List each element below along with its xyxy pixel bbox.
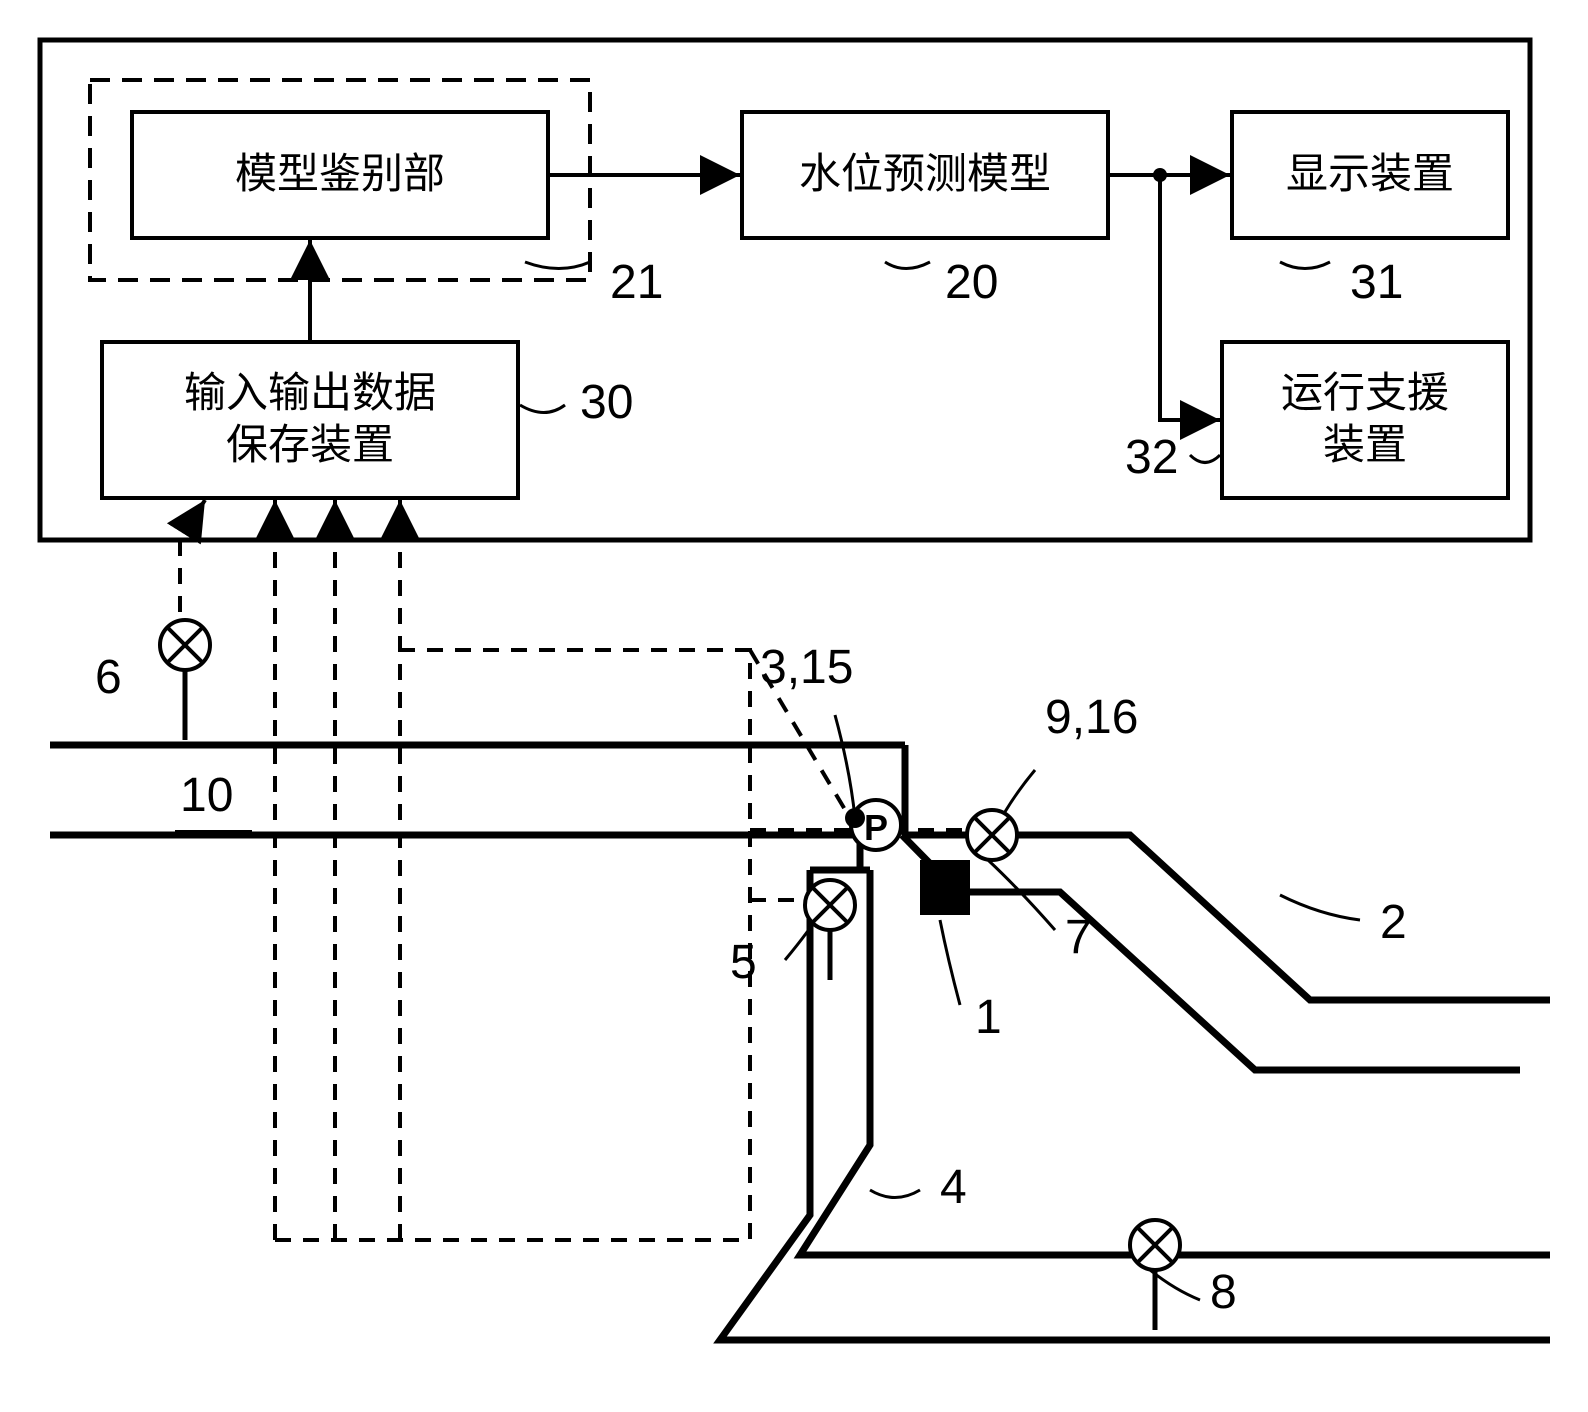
label-2: 2 xyxy=(1380,895,1407,950)
label-10: 10 xyxy=(180,768,233,823)
box-water-level-model: 水位预测模型 xyxy=(740,110,1110,240)
diagram-canvas: P 模型鉴别部 输入输出数据 保存装置 水位预测模型 显示装置 运行支援 装置 … xyxy=(0,0,1588,1412)
box-label: 输入输出数据 保存装置 xyxy=(184,368,436,473)
label-8: 8 xyxy=(1210,1265,1237,1320)
label-32: 32 xyxy=(1125,430,1178,485)
line2: 保存装置 xyxy=(226,423,394,469)
svg-text:P: P xyxy=(864,807,888,848)
line2: 装置 xyxy=(1323,423,1407,469)
label-30: 30 xyxy=(580,375,633,430)
label-21: 21 xyxy=(610,255,663,310)
box-display-device: 显示装置 xyxy=(1230,110,1510,240)
line1: 运行支援 xyxy=(1281,371,1449,417)
box-operation-support: 运行支援 装置 xyxy=(1220,340,1510,500)
box-label: 显示装置 xyxy=(1286,149,1454,202)
label-6: 6 xyxy=(95,650,122,705)
label-4: 4 xyxy=(940,1160,967,1215)
label-20: 20 xyxy=(945,255,998,310)
line1: 输入输出数据 xyxy=(184,371,436,417)
label-31: 31 xyxy=(1350,255,1403,310)
box-io-storage: 输入输出数据 保存装置 xyxy=(100,340,520,500)
box-label: 运行支援 装置 xyxy=(1281,368,1449,473)
box-model-identification: 模型鉴别部 xyxy=(130,110,550,240)
label-9-16: 9,16 xyxy=(1045,690,1138,745)
label-3-15: 3,15 xyxy=(760,640,853,695)
label-1: 1 xyxy=(975,990,1002,1045)
label-5: 5 xyxy=(730,935,757,990)
label-7: 7 xyxy=(1065,910,1092,965)
box-label: 模型鉴别部 xyxy=(235,149,445,202)
box-label: 水位预测模型 xyxy=(799,149,1051,202)
